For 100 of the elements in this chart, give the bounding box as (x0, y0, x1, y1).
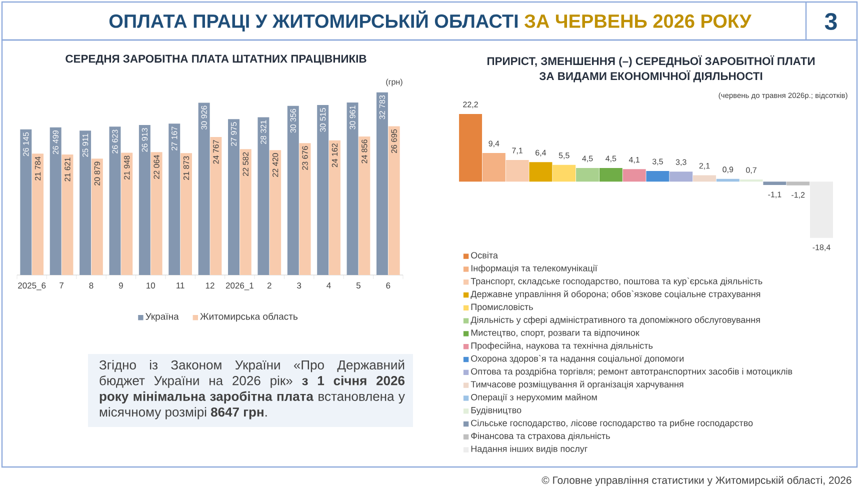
x-tick-label: 8 (89, 282, 94, 289)
bar (180, 153, 192, 275)
legend-label: Тимчасове розміщування й організація харчування (470, 380, 684, 390)
data-label: 6,4 (536, 150, 546, 156)
legend-label: Транспорт, складське господарство, поштова та кур`єрська діяльність (470, 278, 762, 286)
legend-label: Мистецтво, спорт, розваги та відпочинок (471, 329, 640, 338)
data-label: 24 162 (332, 143, 338, 168)
bar (328, 140, 340, 275)
text: Згідно із Законом України «Про Державний бюджет України на 2026 рік» з 1 січня 2026 року мінімальна заробітна плата встановлена у місячному розмірі 8647 грн. (99, 360, 405, 420)
data-label: 27 167 (172, 126, 178, 150)
data-label: 24 856 (362, 140, 368, 164)
bar (810, 182, 833, 238)
data-label: 30 961 (350, 106, 356, 130)
legend-label: Житомирська область (200, 312, 298, 322)
legend-label: Інформація та телекомунікації (471, 264, 598, 274)
data-label: 4,1 (628, 156, 640, 164)
bar (198, 102, 210, 275)
bar (62, 154, 74, 275)
bar (482, 153, 506, 182)
data-label: 26 145 (23, 132, 29, 156)
data-label: 21 873 (183, 156, 190, 180)
bar (599, 168, 622, 182)
data-label: 20 879 (94, 162, 100, 186)
data-label: 27 975 (230, 122, 237, 146)
data-label: 28 321 (260, 120, 266, 144)
bar (376, 92, 388, 275)
bar (121, 152, 133, 275)
x-tick-label: 9 (118, 282, 123, 289)
x-tick-label: 4 (326, 282, 331, 288)
y-axis-title: (грн) (386, 78, 402, 86)
data-label: 26 623 (112, 130, 118, 154)
data-label: -18,4 (812, 244, 830, 252)
x-tick-label: 5 (356, 282, 360, 288)
bar (529, 162, 552, 182)
bar (786, 182, 810, 186)
data-label: 30 926 (201, 106, 207, 130)
text: 3 (824, 12, 837, 30)
data-label: 26 913 (142, 128, 148, 152)
data-label: 26 695 (391, 129, 397, 154)
data-label: 5,5 (558, 152, 570, 160)
data-label: 30 356 (290, 108, 296, 133)
bar (240, 149, 252, 275)
text: © Головне управління статистики у Житомирській області, 2026 (542, 476, 852, 486)
bar (80, 130, 92, 275)
bar (693, 175, 716, 182)
x-tick-label: 6 (386, 282, 390, 289)
chart-title: ПРИРІСТ, ЗМЕНШЕННЯ (–) СЕРЕДНЬОЇ ЗАРОБІТНОЇ ПЛАТИ ЗА ВИДАМИ ЕКОНОМІЧНОЇ ДІЯЛЬНОСТІ (487, 55, 815, 82)
data-label: 3,3 (676, 159, 686, 166)
bar (228, 119, 240, 275)
bar (150, 152, 162, 275)
data-label: 22,2 (463, 102, 478, 108)
bar (388, 126, 400, 275)
data-label: 32 783 (379, 95, 386, 120)
bar (138, 125, 150, 275)
legend-label: Охорона здоров`я та надання соціальної допомоги (471, 354, 684, 364)
data-label: 21 948 (124, 156, 130, 180)
data-label: 0,9 (722, 166, 734, 174)
data-label: 4,5 (582, 156, 593, 162)
bar (459, 114, 482, 182)
data-label: 23 676 (302, 146, 308, 170)
bar (50, 127, 62, 275)
bar (20, 129, 32, 275)
x-tick-label: 2 (267, 282, 272, 288)
bar (716, 178, 740, 182)
data-label: 24 767 (213, 140, 219, 164)
data-label: 22 582 (242, 152, 248, 176)
data-label: 30 515 (320, 108, 326, 132)
legend-label: Україна (146, 313, 179, 322)
bar (506, 160, 529, 182)
legend-label: Промисловість (471, 303, 533, 312)
legend-label: Державне управління й оборона; обов`язкове соціальне страхування (470, 290, 760, 299)
legend-label: Професійна, наукова та технічна діяльність (471, 342, 653, 351)
legend-label: Освіта (471, 252, 498, 258)
data-label: 4,5 (606, 156, 616, 162)
data-label: 21 784 (34, 156, 41, 180)
x-tick-label: 2025_6 (18, 282, 46, 290)
legend-label: Діяльність у сфері адміністративного та допоміжного обслуговування (470, 316, 760, 325)
legend-label: Сільське господарство, лісове господарство та рибне господарство (471, 420, 753, 428)
data-label: 3,5 (652, 158, 663, 166)
bar (763, 182, 786, 186)
bar (299, 143, 311, 275)
bar (91, 158, 103, 275)
x-tick-label: 11 (176, 282, 184, 288)
bar (646, 171, 670, 182)
legend-label: Будівництво (471, 406, 522, 416)
legend-label: Операції з нерухомим майном (471, 394, 597, 402)
bar (210, 137, 222, 275)
bar (258, 117, 270, 275)
x-tick-label: 3 (297, 282, 302, 289)
data-label: 7,1 (512, 148, 522, 154)
data-label: 21 621 (64, 158, 70, 182)
x-tick-label: 10 (146, 282, 156, 289)
bar (622, 169, 646, 182)
x-tick-label: 2026_1 (226, 282, 254, 290)
bar (576, 168, 600, 182)
data-label: 25 911 (82, 134, 88, 157)
legend-label: Надання інших видів послуг (471, 445, 588, 454)
text: ОПЛАТА ПРАЦІ У ЖИТОМИРСЬКІЙ ОБЛАСТІ (109, 10, 518, 32)
x-tick-label: 7 (60, 282, 64, 288)
bar (317, 104, 329, 275)
